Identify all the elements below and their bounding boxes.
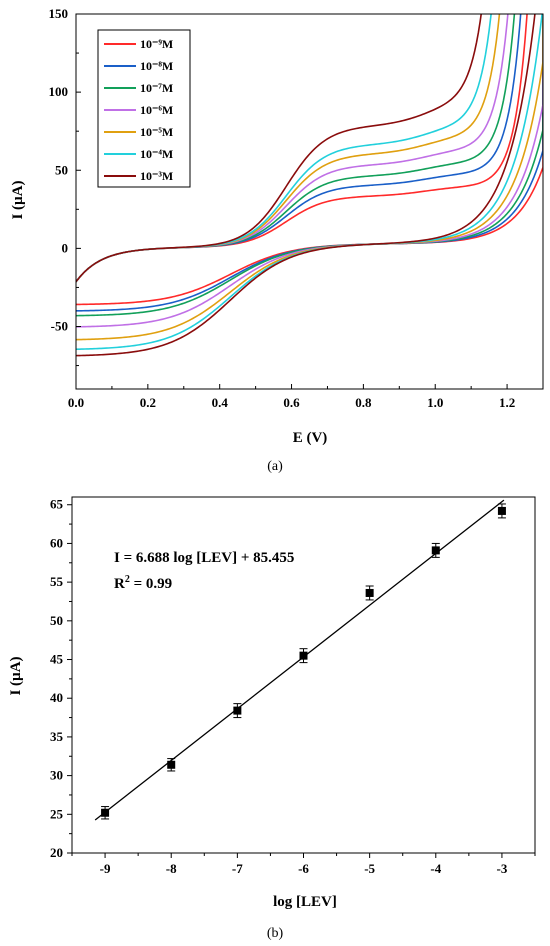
calibration-x-tick-label: -3 <box>497 861 508 876</box>
calibration-axis-ticks: -9 -8 -7 -6 -5 -4 -3 20 25 30 35 40 45 50 55 60 65 <box>50 497 536 876</box>
calibration-y-tick-label: 65 <box>50 497 64 512</box>
cv-x-tick-label: 0.0 <box>68 395 84 410</box>
data-point-marker <box>365 588 374 597</box>
r-squared-superscript: 2 <box>125 574 130 585</box>
cv-legend: 10⁻⁹M 10⁻⁸M 10⁻⁷M 10⁻⁶M 10⁻⁵M 10⁻⁴M 10⁻³M <box>97 29 191 188</box>
calibration-x-tick-label: -5 <box>364 861 375 876</box>
calibration-y-tick-label: 25 <box>50 806 64 821</box>
calibration-points <box>101 503 506 820</box>
data-point-marker <box>497 506 506 515</box>
cv-x-tick-label: 1.0 <box>427 395 443 410</box>
data-point-marker <box>101 808 110 817</box>
cv-series-line-7 <box>76 14 536 357</box>
data-point-marker <box>299 651 308 660</box>
calibration-y-tick-label: 35 <box>50 729 64 744</box>
cv-y-tick-label: 50 <box>55 162 68 177</box>
cv-legend-label: 10⁻⁴M <box>140 147 173 161</box>
cv-curves <box>76 14 543 357</box>
cv-x-tick-label: 0.8 <box>355 395 372 410</box>
calibration-y-tick-label: 45 <box>50 652 64 667</box>
cv-legend-label: 10⁻⁸M <box>140 59 173 73</box>
cv-x-tick-label: 0.4 <box>212 395 229 410</box>
cv-legend-label: 10⁻⁵M <box>140 125 173 139</box>
calibration-y-tick-label: 55 <box>50 574 64 589</box>
calibration-fit-line <box>94 499 505 821</box>
cv-axis-ticks: 0.0 0.2 0.4 0.6 0.8 1.0 1.2 -50 0 50 100 150 <box>49 6 544 410</box>
cv-plot-frame <box>75 13 544 390</box>
cv-legend-label: 10⁻⁷M <box>140 81 173 95</box>
cv-y-tick-label: -50 <box>51 319 68 334</box>
calibration-y-tick-label: 20 <box>50 845 63 860</box>
data-point-marker <box>167 760 176 769</box>
calibration-x-axis-title: log [LEV] <box>273 894 337 910</box>
data-point-marker <box>431 546 440 555</box>
calibration-chart-panel: -9 -8 -7 -6 -5 -4 -3 20 25 30 35 40 45 50 55 60 65 I = 6… <box>8 496 536 941</box>
calibration-y-axis-title: I (µA) <box>8 656 24 695</box>
cv-y-axis-title: I (µA) <box>10 180 26 219</box>
r-squared-symbol: R <box>114 576 125 592</box>
cv-legend-box <box>97 29 191 188</box>
cv-y-tick-label: 0 <box>62 240 69 255</box>
regression-equation: I = 6.688 log [LEV] + 85.455 <box>114 550 294 566</box>
calibration-x-tick-label: -6 <box>298 861 309 876</box>
cv-panel-caption: (a) <box>267 459 283 474</box>
cv-x-axis-title: E (V) <box>293 430 328 446</box>
regression-line <box>94 499 505 821</box>
cv-x-tick-label: 0.6 <box>283 395 300 410</box>
cv-legend-label: 10⁻³M <box>140 169 173 183</box>
cv-series-line-6 <box>76 14 543 351</box>
cv-legend-label: 10⁻⁶M <box>140 103 173 117</box>
cv-y-tick-label: 150 <box>49 6 69 21</box>
cv-x-tick-label: 0.2 <box>140 395 156 410</box>
calibration-y-tick-label: 50 <box>50 613 63 628</box>
calibration-x-tick-label: -7 <box>232 861 243 876</box>
calibration-x-tick-label: -4 <box>430 861 441 876</box>
cv-legend-label: 10⁻⁹M <box>140 37 173 51</box>
calibration-y-tick-label: 60 <box>50 535 63 550</box>
r-squared-label: R2 = 0.99 <box>114 574 172 592</box>
data-point-marker <box>233 706 242 715</box>
calibration-panel-caption: (b) <box>267 926 284 941</box>
r-squared-value: = 0.99 <box>130 576 172 592</box>
calibration-y-tick-label: 30 <box>50 768 63 783</box>
calibration-x-tick-label: -9 <box>100 861 111 876</box>
cv-x-tick-label: 1.2 <box>499 395 515 410</box>
calibration-y-tick-label: 40 <box>50 690 63 705</box>
calibration-x-tick-label: -8 <box>166 861 177 876</box>
cv-y-tick-label: 100 <box>49 84 69 99</box>
